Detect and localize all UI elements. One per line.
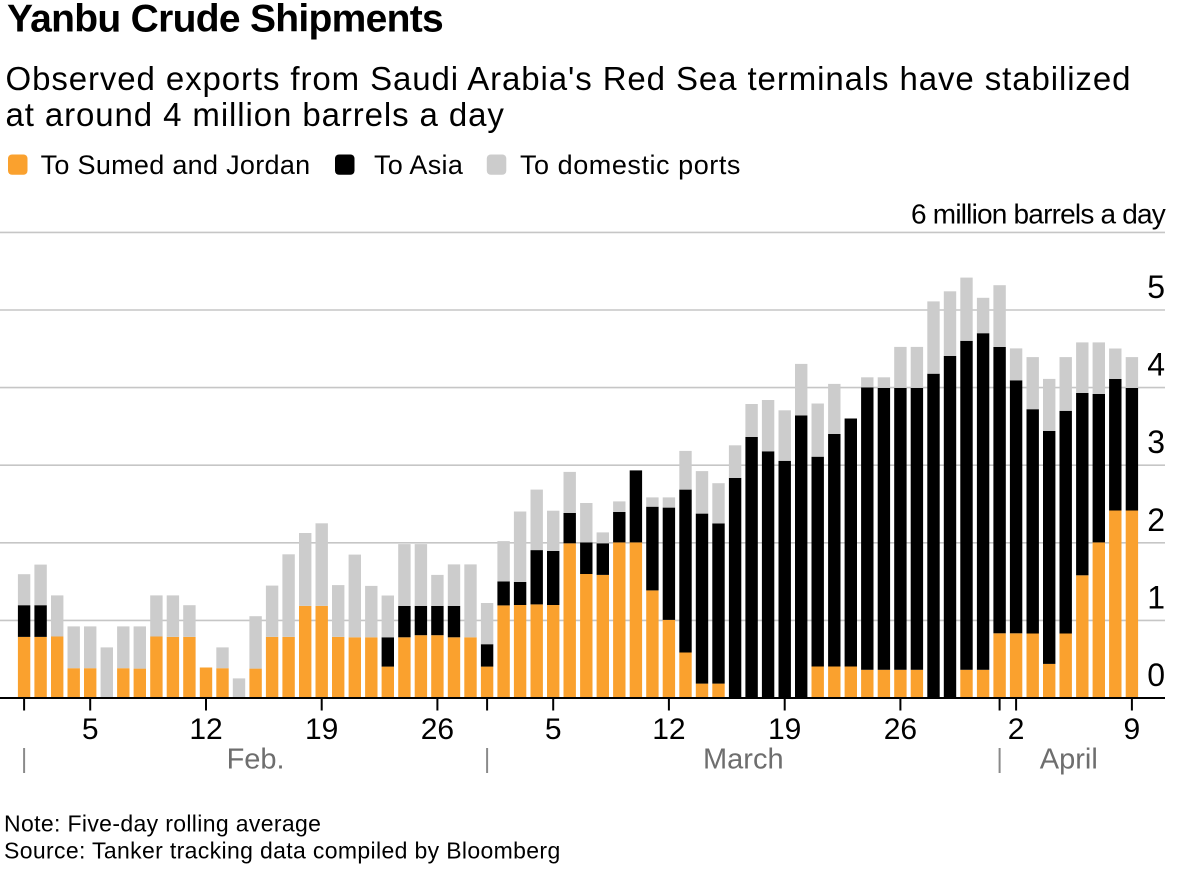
svg-text:Observed exports from Saudi Ar: Observed exports from Saudi Arabia's Red…: [6, 60, 1132, 97]
svg-text:19: 19: [305, 713, 338, 746]
svg-text:5: 5: [545, 713, 562, 746]
svg-text:To domestic ports: To domestic ports: [520, 150, 741, 180]
svg-text:Source: Tanker tracking data c: Source: Tanker tracking data compiled by…: [4, 837, 561, 863]
svg-text:Note: Five-day rolling average: Note: Five-day rolling average: [4, 811, 321, 837]
svg-text:19: 19: [768, 713, 801, 746]
svg-text:5: 5: [82, 713, 99, 746]
svg-text:2: 2: [1147, 502, 1165, 538]
svg-text:0: 0: [1147, 657, 1165, 693]
svg-text:at around 4 million barrels a: at around 4 million barrels a day: [6, 96, 505, 133]
svg-text:1: 1: [1147, 579, 1165, 615]
svg-text:4: 4: [1147, 347, 1165, 383]
svg-text:To Sumed and Jordan: To Sumed and Jordan: [41, 150, 311, 180]
svg-text:5: 5: [1147, 269, 1165, 305]
svg-text:6 million barrels a day: 6 million barrels a day: [911, 199, 1166, 230]
svg-text:26: 26: [884, 713, 917, 746]
svg-text:12: 12: [189, 713, 222, 746]
svg-text:9: 9: [1124, 713, 1141, 746]
svg-text:Yanbu Crude Shipments: Yanbu Crude Shipments: [7, 0, 443, 41]
svg-text:Feb.: Feb.: [227, 744, 285, 776]
svg-text:To Asia: To Asia: [374, 150, 464, 180]
svg-text:March: March: [703, 744, 784, 776]
svg-text:26: 26: [421, 713, 454, 746]
svg-text:April: April: [1040, 744, 1098, 776]
svg-text:12: 12: [652, 713, 685, 746]
svg-text:3: 3: [1147, 424, 1165, 460]
svg-text:2: 2: [1008, 713, 1025, 746]
